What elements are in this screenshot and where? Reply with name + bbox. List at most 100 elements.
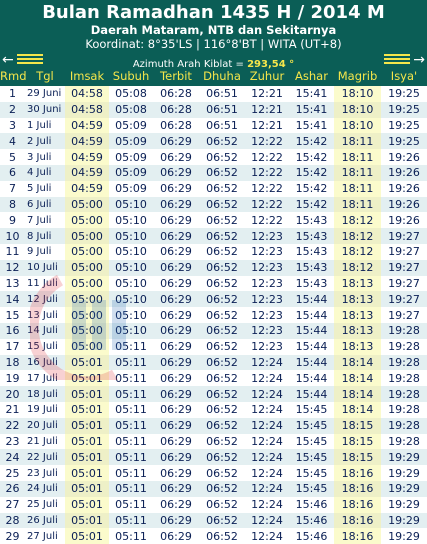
cell-terbit: 06:29 — [160, 529, 192, 543]
cell-terbit: 06:29 — [160, 403, 192, 417]
cell-rmd: 25 — [5, 466, 20, 480]
cell-rmd: 4 — [9, 134, 16, 148]
table-row: 4 2 Juli 04:59 05:09 06:29 06:52 12:22 15:42 18:… — [0, 133, 427, 150]
cell-rmd: 21 — [5, 403, 20, 417]
cell-subuh: 05:09 — [115, 166, 147, 180]
cell-ashar: 15:42 — [295, 166, 328, 180]
cell-terbit: 06:29 — [160, 166, 192, 180]
cell-imsak: 05:01 — [65, 417, 109, 434]
cell-subuh: 05:10 — [115, 308, 147, 322]
cell-ashar: 15:41 — [295, 87, 328, 101]
cell-ashar: 15:45 — [295, 482, 328, 496]
cell-imsak: 04:59 — [65, 164, 109, 181]
arrow-left-icon[interactable]: ← — [2, 52, 14, 68]
cell-terbit: 06:29 — [160, 182, 192, 196]
cell-subuh: 05:11 — [115, 482, 147, 496]
cell-terbit: 06:29 — [160, 355, 192, 369]
cell-rmd: 20 — [5, 387, 20, 401]
table-row: 7 5 Juli 04:59 05:09 06:29 06:52 12:22 15:42 18:… — [0, 180, 427, 197]
cell-tgl: 17 Juli — [27, 372, 58, 384]
table-row: 22 20 Juli 05:01 05:11 06:29 06:52 12:24 15:45 1… — [0, 417, 427, 434]
cell-isya: 19:27 — [388, 292, 420, 306]
cell-magrib: 18:14 — [334, 386, 381, 402]
cell-zuhur: 12:24 — [251, 403, 283, 417]
cell-subuh: 05:11 — [115, 434, 147, 448]
cell-subuh: 05:11 — [115, 387, 147, 401]
table-row: 3 1 Juli 04:59 05:09 06:28 06:51 12:21 15:41 18:… — [0, 117, 427, 134]
cell-isya: 19:28 — [388, 324, 420, 338]
cell-dhuha: 06:52 — [206, 324, 238, 338]
cell-terbit: 06:28 — [160, 118, 192, 132]
cell-rmd: 3 — [9, 118, 16, 132]
cell-tgl: 3 Juli — [27, 151, 52, 163]
cell-dhuha: 06:52 — [206, 292, 238, 306]
cell-magrib: 18:16 — [334, 480, 381, 497]
cell-isya: 19:26 — [388, 182, 420, 196]
table-row: 5 3 Juli 04:59 05:09 06:29 06:52 12:22 15:42 18:… — [0, 149, 427, 165]
cell-subuh: 05:10 — [115, 292, 147, 306]
cell-isya: 19:25 — [388, 134, 420, 148]
cell-dhuha: 06:52 — [206, 134, 238, 148]
cell-magrib: 18:13 — [334, 275, 381, 292]
cell-terbit: 06:29 — [160, 419, 192, 433]
cell-imsak: 04:58 — [65, 86, 109, 102]
cell-tgl: 5 Juli — [27, 183, 52, 195]
column-header-rmd: Rmd — [0, 69, 27, 83]
cell-terbit: 06:29 — [160, 498, 192, 512]
arrow-right-icon[interactable]: → — [413, 52, 425, 68]
cell-magrib: 18:10 — [334, 117, 381, 134]
cell-terbit: 06:29 — [160, 292, 192, 306]
cell-tgl: 19 Juli — [27, 404, 58, 416]
table-row: 20 18 Juli 05:01 05:11 06:29 06:52 12:24 15:44 1… — [0, 386, 427, 402]
cell-magrib: 18:15 — [334, 433, 381, 450]
cell-rmd: 16 — [5, 324, 20, 338]
cell-terbit: 06:29 — [160, 387, 192, 401]
cell-rmd: 9 — [9, 213, 16, 227]
cell-subuh: 05:11 — [115, 419, 147, 433]
cell-isya: 19:28 — [388, 434, 420, 448]
table-row: 1 29 Juni 04:58 05:08 06:28 06:51 12:21 15:41 18… — [0, 86, 427, 102]
cell-zuhur: 12:23 — [251, 261, 283, 275]
cell-rmd: 23 — [5, 434, 20, 448]
cell-imsak: 05:01 — [65, 465, 109, 481]
cell-terbit: 06:29 — [160, 229, 192, 243]
cell-isya: 19:29 — [388, 450, 420, 464]
prayer-schedule-table: Rmd Tgl Imsak Subuh Terbit Dhuha Zuhur Ashar Mag… — [0, 66, 427, 544]
cell-dhuha: 06:52 — [206, 150, 238, 164]
column-header-tgl: Tgl — [36, 69, 54, 83]
cell-ashar: 15:44 — [295, 371, 328, 385]
cell-tgl: 6 Juli — [27, 198, 52, 210]
cell-tgl: 18 Juli — [27, 388, 58, 400]
cell-terbit: 06:29 — [160, 150, 192, 164]
cell-subuh: 05:08 — [115, 103, 147, 117]
cell-isya: 19:29 — [388, 482, 420, 496]
cell-dhuha: 06:51 — [206, 118, 238, 132]
cell-subuh: 05:11 — [115, 403, 147, 417]
table-row: 11 9 Juli 05:00 05:10 06:29 06:52 12:23 15:43 18… — [0, 243, 427, 260]
cell-zuhur: 12:23 — [251, 324, 283, 338]
cell-zuhur: 12:23 — [251, 340, 283, 354]
cell-imsak: 05:01 — [65, 401, 109, 418]
cell-isya: 19:26 — [388, 150, 420, 164]
cell-magrib: 18:16 — [334, 512, 381, 529]
cell-ashar: 15:45 — [295, 403, 328, 417]
cell-ashar: 15:46 — [295, 498, 328, 512]
cell-rmd: 19 — [5, 371, 20, 385]
cell-imsak: 04:59 — [65, 149, 109, 165]
cell-terbit: 06:28 — [160, 103, 192, 117]
table-row: 13 11 Juli 05:00 05:10 06:29 06:52 12:23 15:43 1… — [0, 275, 427, 292]
cell-isya: 19:27 — [388, 261, 420, 275]
cell-isya: 19:28 — [388, 355, 420, 369]
cell-rmd: 11 — [5, 245, 20, 259]
cell-dhuha: 06:52 — [206, 466, 238, 480]
cell-isya: 19:28 — [388, 371, 420, 385]
menu-lines-icon[interactable] — [17, 54, 43, 65]
cell-tgl: 30 Juni — [27, 104, 62, 116]
cell-isya: 19:25 — [388, 118, 420, 132]
cell-subuh: 05:10 — [115, 213, 147, 227]
cell-magrib: 18:15 — [334, 449, 381, 466]
menu-lines-icon[interactable] — [384, 54, 410, 65]
cell-zuhur: 12:24 — [251, 529, 283, 543]
cell-dhuha: 06:51 — [206, 103, 238, 117]
cell-dhuha: 06:52 — [206, 403, 238, 417]
